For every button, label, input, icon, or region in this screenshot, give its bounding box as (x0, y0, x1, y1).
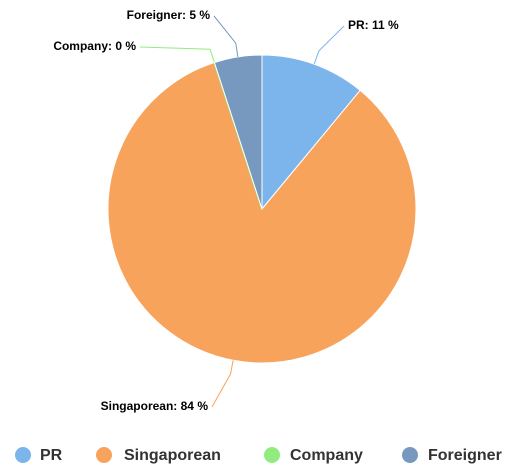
legend-marker[interactable] (15, 447, 31, 463)
data-label: PR: 11 % (348, 18, 399, 32)
data-label: Singaporean: 84 % (101, 399, 209, 413)
legend-label[interactable]: Company (290, 447, 363, 464)
data-label: Company: 0 % (53, 39, 136, 53)
data-label: Foreigner: 5 % (127, 8, 211, 22)
pie-slice (107, 61, 417, 364)
leader-line (313, 25, 345, 65)
legend-marker[interactable] (264, 447, 280, 463)
legend-label[interactable]: Foreigner (428, 447, 502, 464)
legend-label[interactable]: Singaporean (124, 447, 221, 464)
legend-marker[interactable] (96, 447, 112, 463)
pie-slice (261, 54, 361, 211)
legend-label[interactable]: PR (40, 447, 63, 464)
leader-line (211, 360, 234, 408)
leader-line (213, 15, 239, 57)
leader-line (139, 46, 215, 63)
legend-marker[interactable] (402, 447, 418, 463)
pie-slice (213, 54, 263, 210)
